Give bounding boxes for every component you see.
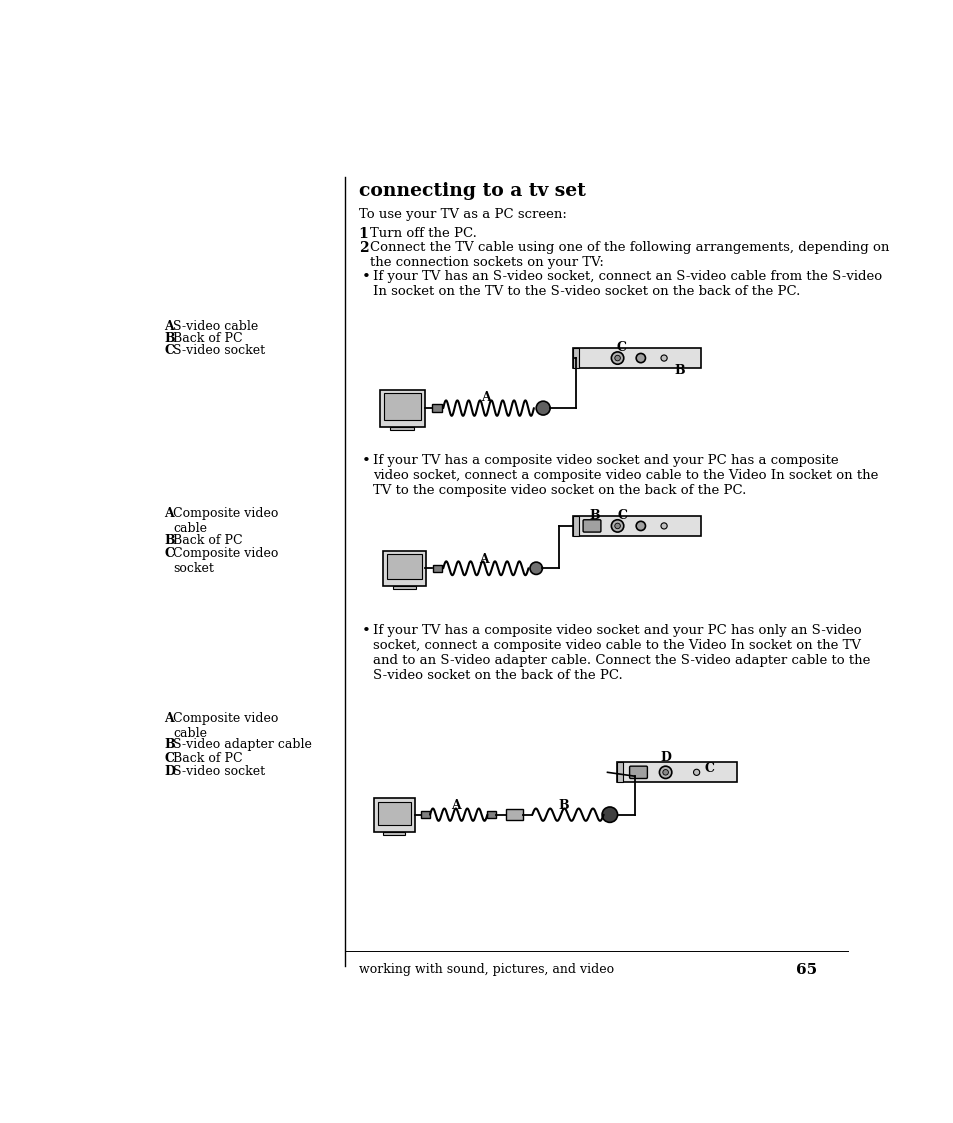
- Bar: [379, 390, 424, 427]
- Text: S-video cable: S-video cable: [173, 320, 258, 332]
- Text: 65: 65: [795, 962, 816, 977]
- Text: S-video socket: S-video socket: [173, 765, 265, 777]
- Text: D: D: [659, 751, 670, 764]
- Text: A: A: [480, 391, 490, 404]
- Bar: [377, 802, 410, 824]
- Bar: [573, 515, 578, 536]
- Text: S-video socket: S-video socket: [173, 345, 265, 357]
- Text: Back of PC: Back of PC: [173, 332, 243, 345]
- Text: Back of PC: Back of PC: [173, 533, 243, 547]
- Bar: [390, 427, 414, 430]
- Ellipse shape: [611, 520, 623, 532]
- Text: C: C: [616, 341, 626, 354]
- Text: B: B: [674, 364, 684, 377]
- Bar: [573, 348, 578, 368]
- Text: A: A: [479, 553, 489, 566]
- Text: A: A: [164, 712, 173, 725]
- Ellipse shape: [659, 766, 671, 778]
- Text: connecting to a tv set: connecting to a tv set: [358, 183, 585, 201]
- Text: C: C: [618, 509, 627, 522]
- Text: •: •: [361, 623, 371, 638]
- Text: To use your TV as a PC screen:: To use your TV as a PC screen:: [358, 208, 566, 221]
- Text: C: C: [704, 761, 714, 775]
- Ellipse shape: [636, 354, 645, 363]
- Ellipse shape: [611, 351, 623, 364]
- Text: Composite video
socket: Composite video socket: [173, 548, 278, 575]
- Text: B: B: [164, 533, 174, 547]
- Bar: [573, 348, 700, 368]
- Text: Composite video
cable: Composite video cable: [173, 508, 278, 536]
- Bar: [431, 404, 442, 412]
- Text: working with sound, pictures, and video: working with sound, pictures, and video: [358, 962, 613, 976]
- Ellipse shape: [662, 769, 668, 775]
- Ellipse shape: [530, 563, 542, 575]
- FancyBboxPatch shape: [629, 766, 647, 778]
- Text: If your TV has an S-video socket, connect an S-video cable from the S-video
In s: If your TV has an S-video socket, connec…: [373, 270, 881, 298]
- Ellipse shape: [660, 355, 666, 362]
- Text: A: A: [451, 800, 460, 812]
- Ellipse shape: [601, 807, 617, 822]
- Text: B: B: [588, 509, 599, 522]
- Text: Composite video
cable: Composite video cable: [173, 712, 278, 740]
- Bar: [374, 797, 415, 832]
- Text: •: •: [361, 455, 371, 468]
- Ellipse shape: [660, 523, 666, 529]
- Ellipse shape: [614, 523, 619, 529]
- Bar: [383, 832, 405, 834]
- Bar: [433, 565, 442, 572]
- Bar: [486, 811, 495, 819]
- Bar: [383, 393, 420, 420]
- Text: A: A: [164, 508, 173, 520]
- Ellipse shape: [693, 769, 699, 775]
- Text: C: C: [164, 751, 174, 765]
- Text: C: C: [164, 548, 174, 560]
- Bar: [420, 811, 429, 819]
- Bar: [505, 810, 522, 820]
- FancyBboxPatch shape: [582, 520, 600, 532]
- Text: Back of PC: Back of PC: [173, 751, 243, 765]
- Bar: [387, 555, 421, 579]
- Bar: [573, 515, 700, 536]
- Ellipse shape: [636, 521, 645, 530]
- Bar: [617, 763, 737, 783]
- Text: If your TV has a composite video socket and your PC has only an S-video
socket, : If your TV has a composite video socket …: [373, 623, 869, 682]
- Text: Turn off the PC.: Turn off the PC.: [369, 227, 476, 240]
- Text: 1: 1: [358, 227, 368, 241]
- Text: B: B: [164, 332, 174, 345]
- Text: D: D: [164, 765, 175, 777]
- Text: S-video adapter cable: S-video adapter cable: [173, 739, 312, 751]
- Bar: [393, 586, 416, 590]
- Text: B: B: [164, 739, 174, 751]
- Bar: [617, 763, 622, 783]
- Text: C: C: [164, 345, 174, 357]
- Text: 2: 2: [358, 241, 368, 255]
- Text: A: A: [164, 320, 173, 332]
- Text: •: •: [361, 270, 371, 283]
- Ellipse shape: [536, 401, 550, 416]
- Text: Connect the TV cable using one of the following arrangements, depending on
the c: Connect the TV cable using one of the fo…: [369, 241, 888, 270]
- Ellipse shape: [614, 355, 619, 360]
- Bar: [383, 550, 425, 586]
- Text: B: B: [558, 800, 568, 812]
- Text: If your TV has a composite video socket and your PC has a composite
video socket: If your TV has a composite video socket …: [373, 455, 877, 497]
